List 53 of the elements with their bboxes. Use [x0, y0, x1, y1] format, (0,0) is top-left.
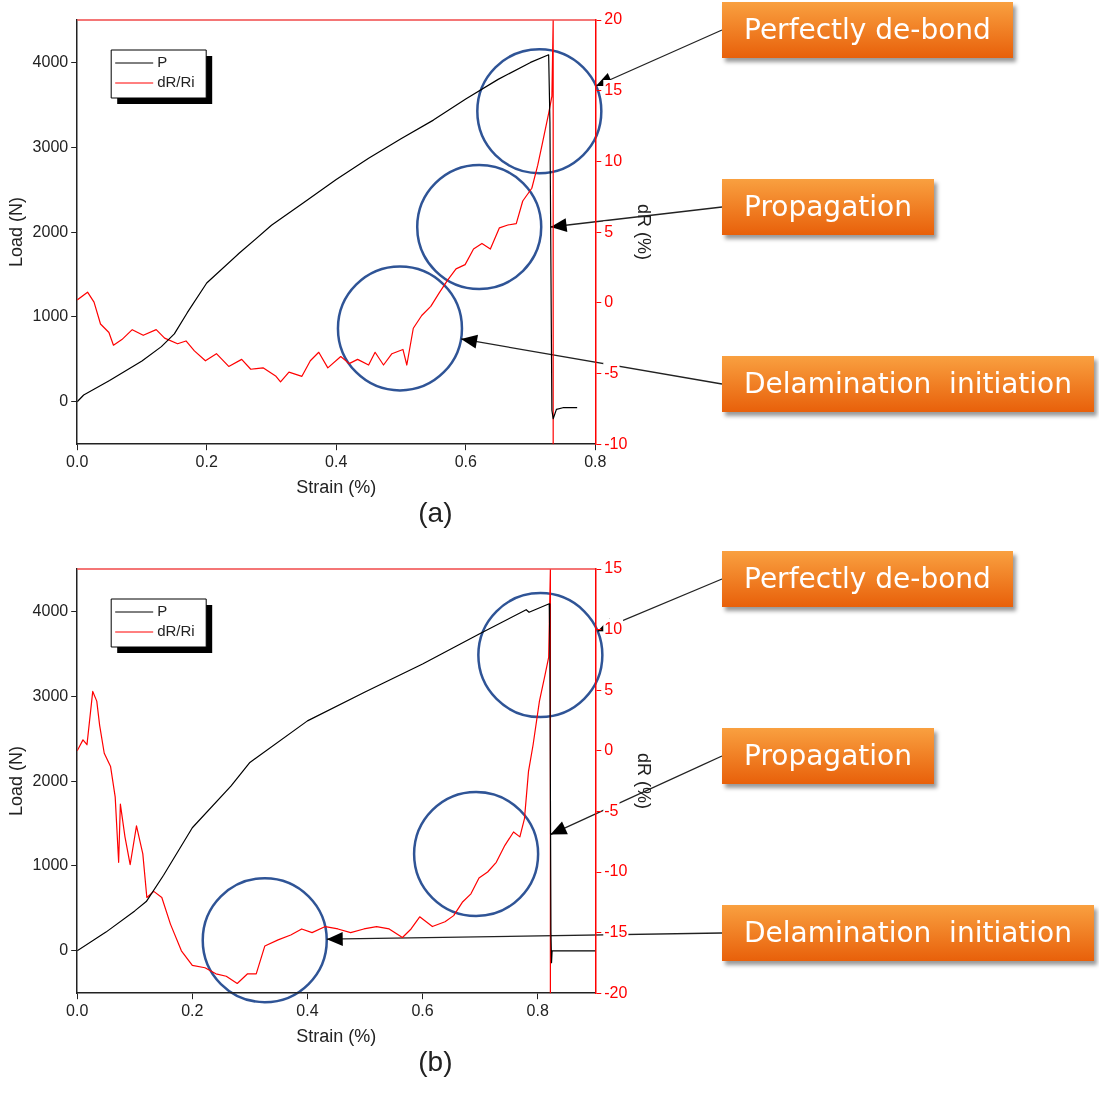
y-tick-label: 3000	[32, 686, 69, 704]
y-tick-label: 0	[59, 392, 69, 410]
text: (a)	[418, 497, 453, 529]
y2-axis-title: dR (%)	[634, 753, 655, 810]
y2-tick-label: 15	[604, 559, 623, 577]
x-tick-label: 0.6	[454, 453, 477, 471]
y2-tick-label: 5	[604, 222, 614, 240]
y2-axis-title: dR (%)	[634, 204, 655, 261]
legend-label: P	[157, 602, 168, 620]
y2-tick-label: -5	[604, 801, 619, 819]
y-tick-label: 3000	[32, 137, 69, 155]
x-tick-label: 0.8	[526, 1002, 549, 1020]
x-tick-label: 0.2	[195, 453, 218, 471]
y2-tick-label: -20	[604, 983, 628, 1001]
x-tick-label: 0.2	[181, 1002, 204, 1020]
x-tick-label: 0.4	[325, 453, 348, 471]
x-tick-label: 0.0	[66, 453, 89, 471]
y2-tick-label: -10	[604, 434, 628, 452]
text: Perfectly de-bond	[722, 551, 1013, 607]
annotation: Propagation	[722, 728, 934, 784]
text: Delamination initiation	[722, 905, 1094, 961]
legend-label: dR/Ri	[157, 73, 195, 91]
y-axis-title: Load (N)	[5, 746, 26, 817]
x-axis-title: Strain (%)	[296, 1026, 377, 1047]
x-tick-label: 0.0	[66, 1002, 89, 1020]
y-tick-label: 0	[59, 941, 69, 959]
y2-tick-label: 0	[604, 293, 614, 311]
y2-tick-label: 5	[604, 680, 614, 698]
y-tick-label: 2000	[32, 222, 69, 240]
y-tick-label: 1000	[32, 856, 69, 874]
legend-label: dR/Ri	[157, 622, 195, 640]
y2-tick-label: -15	[604, 923, 628, 941]
x-axis-title: Strain (%)	[296, 477, 377, 498]
y2-tick-label: 10	[604, 151, 623, 169]
x-tick-label: 0.6	[411, 1002, 434, 1020]
text: Delamination initiation	[722, 356, 1094, 412]
y-tick-label: 4000	[32, 52, 69, 70]
y2-tick-label: 0	[604, 741, 614, 759]
y-tick-label: 2000	[32, 771, 69, 789]
y2-tick-label: -10	[604, 862, 628, 880]
x-tick-label: 0.4	[296, 1002, 319, 1020]
y-axis-title: Load (N)	[5, 197, 26, 268]
y2-tick-label: 15	[604, 81, 623, 99]
text: Perfectly de-bond	[722, 2, 1013, 58]
text: (b)	[418, 1046, 453, 1078]
x-tick-label: 0.8	[584, 453, 607, 471]
y-tick-label: 1000	[32, 307, 69, 325]
y2-tick-label: 10	[604, 620, 623, 638]
y2-tick-label: -5	[604, 363, 619, 381]
legend-label: P	[157, 53, 168, 71]
y2-tick-label: 20	[604, 10, 623, 28]
annotation: Propagation	[722, 179, 934, 235]
y-tick-label: 4000	[32, 601, 69, 619]
